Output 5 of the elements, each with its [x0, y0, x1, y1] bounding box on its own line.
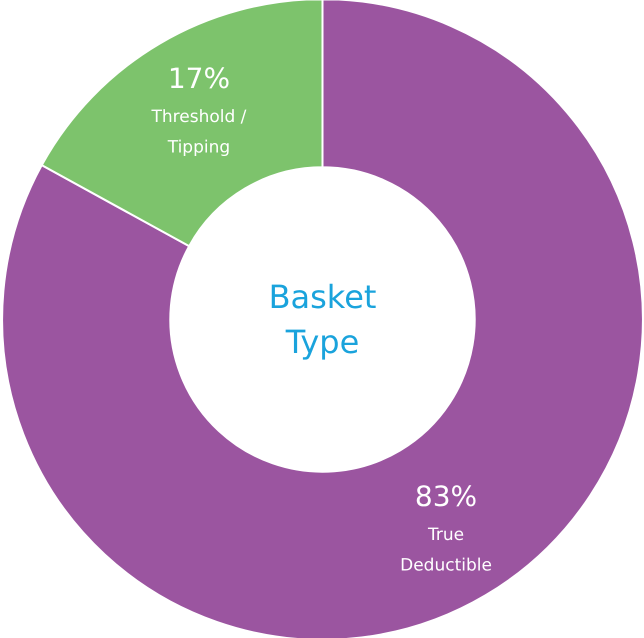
- data-label: 17%: [168, 62, 230, 95]
- data-label: 83%: [414, 480, 478, 513]
- slice-label: Threshold / Tipping: [150, 106, 247, 158]
- text: Basket Type: [268, 278, 376, 361]
- slice-label: True Deductible: [400, 524, 492, 576]
